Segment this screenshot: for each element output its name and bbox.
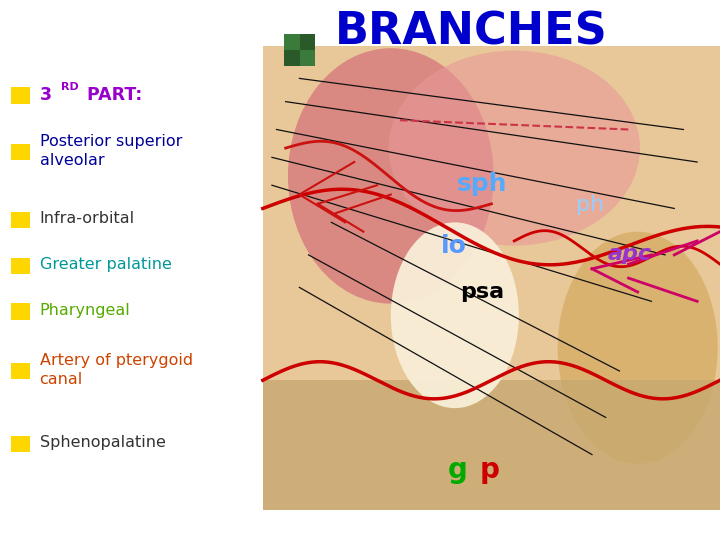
Text: g: g: [447, 456, 467, 484]
FancyBboxPatch shape: [11, 303, 30, 320]
Ellipse shape: [288, 48, 494, 303]
FancyBboxPatch shape: [11, 87, 30, 104]
Text: p: p: [480, 456, 500, 484]
Text: Artery of pterygoid
canal: Artery of pterygoid canal: [40, 353, 193, 387]
FancyBboxPatch shape: [11, 212, 30, 228]
Ellipse shape: [391, 222, 519, 408]
Ellipse shape: [558, 232, 718, 464]
FancyBboxPatch shape: [11, 258, 30, 274]
Text: Sphenopalatine: Sphenopalatine: [40, 435, 166, 450]
FancyBboxPatch shape: [263, 380, 720, 510]
Text: Posterior superior
alveolar: Posterior superior alveolar: [40, 134, 182, 168]
FancyBboxPatch shape: [284, 50, 300, 66]
Text: psa: psa: [460, 281, 505, 302]
FancyBboxPatch shape: [300, 50, 315, 66]
Text: RD: RD: [61, 83, 79, 92]
FancyBboxPatch shape: [263, 46, 720, 510]
Ellipse shape: [389, 51, 640, 246]
Text: Greater palatine: Greater palatine: [40, 257, 171, 272]
FancyBboxPatch shape: [11, 436, 30, 452]
Text: BRANCHES: BRANCHES: [335, 11, 608, 54]
Text: apc: apc: [608, 244, 652, 264]
Text: io: io: [441, 234, 467, 258]
Text: Pharyngeal: Pharyngeal: [40, 303, 130, 318]
FancyBboxPatch shape: [11, 363, 30, 379]
FancyBboxPatch shape: [300, 34, 315, 50]
Text: ph: ph: [576, 195, 605, 215]
Text: PART:: PART:: [81, 85, 143, 104]
FancyBboxPatch shape: [11, 144, 30, 160]
Text: sph: sph: [457, 172, 508, 195]
Text: 3: 3: [40, 85, 52, 104]
Text: Infra-orbital: Infra-orbital: [40, 211, 135, 226]
FancyBboxPatch shape: [284, 34, 300, 50]
